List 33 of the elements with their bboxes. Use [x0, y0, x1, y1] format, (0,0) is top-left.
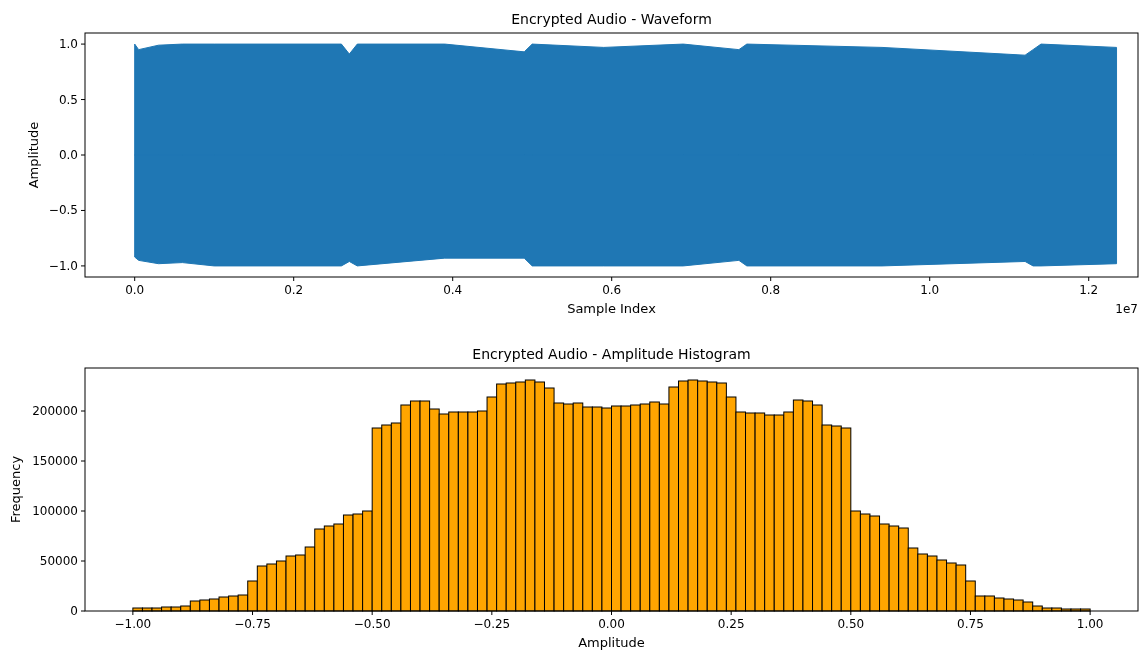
x-tick-label: 1.0: [920, 283, 940, 297]
y-tick-label: 0.0: [58, 148, 78, 162]
y-tick-label: −1.0: [48, 258, 78, 273]
y-tick-label: 200000: [32, 404, 78, 418]
chart-title: Encrypted Audio - Amplitude Histogram: [472, 346, 751, 362]
x-tick-label: 0.8: [761, 283, 781, 297]
y-tick-label: 0.5: [58, 92, 78, 107]
y-tick-label: −0.5: [48, 203, 78, 218]
x-tick-label: −0.75: [234, 617, 271, 631]
x-tick-label: 0.75: [957, 617, 984, 631]
x-tick-label: 0.2: [284, 283, 304, 297]
x-tick-label: 0.50: [837, 617, 865, 631]
x-tick-label: −1.00: [114, 617, 152, 631]
x-tick-label: 0.4: [443, 283, 463, 297]
chart-title: Encrypted Audio - Waveform: [511, 11, 712, 27]
y-axis-title: Amplitude: [26, 121, 41, 189]
y-tick-label: 150000: [32, 454, 78, 468]
y-axis-title: Frequency: [8, 455, 23, 524]
y-tick-label: 100000: [32, 504, 78, 518]
x-tick-label: 1.2: [1079, 283, 1099, 297]
x-tick-label: 0.00: [598, 617, 625, 631]
x-tick-label: 0.6: [602, 283, 622, 297]
x-tick-label: 0.0: [125, 283, 145, 297]
x-tick-label: −0.50: [353, 617, 391, 631]
x-tick-label: −0.25: [473, 617, 511, 631]
y-tick-label: 0: [70, 604, 78, 618]
x-axis-title: Amplitude: [578, 635, 645, 650]
x-axis-title: Sample Index: [567, 301, 657, 316]
text: 1e7: [1115, 302, 1138, 316]
x-tick-label: 1.00: [1076, 617, 1104, 631]
y-tick-label: 50000: [39, 554, 78, 568]
y-tick-label: 1.0: [58, 37, 78, 52]
x-tick-label: 0.25: [717, 617, 745, 631]
